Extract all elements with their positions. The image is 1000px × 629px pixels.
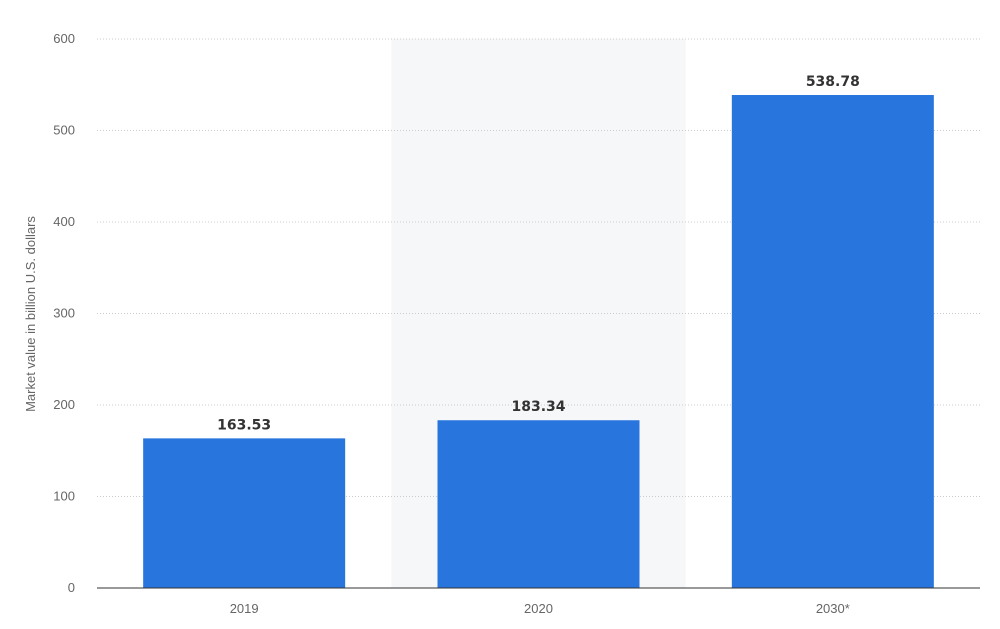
y-tick-label: 100 <box>53 489 75 504</box>
data-label: 163.53 <box>217 417 271 433</box>
y-tick-label: 600 <box>53 31 75 46</box>
axes: 0 100 200 300 400 500 600 2019 2020 2030* <box>53 31 980 616</box>
bar-2020[interactable] <box>437 420 640 588</box>
x-tick-label: 2020 <box>524 601 553 616</box>
y-tick-label: 500 <box>53 123 75 138</box>
x-tick-label: 2019 <box>230 601 259 616</box>
data-label: 538.78 <box>806 74 860 90</box>
y-tick-label: 0 <box>68 580 75 595</box>
y-tick-label: 300 <box>53 306 75 321</box>
bar-2019[interactable] <box>143 438 346 588</box>
bar-2030[interactable] <box>731 95 934 588</box>
data-label: 183.34 <box>511 399 565 415</box>
x-tick-label: 2030* <box>816 601 850 616</box>
data-labels: 163.53 183.34 538.78 <box>217 74 860 433</box>
bars <box>143 95 934 588</box>
y-tick-label: 400 <box>53 214 75 229</box>
y-axis-title: Market value in billion U.S. dollars <box>23 216 38 412</box>
y-tick-label: 200 <box>53 397 75 412</box>
